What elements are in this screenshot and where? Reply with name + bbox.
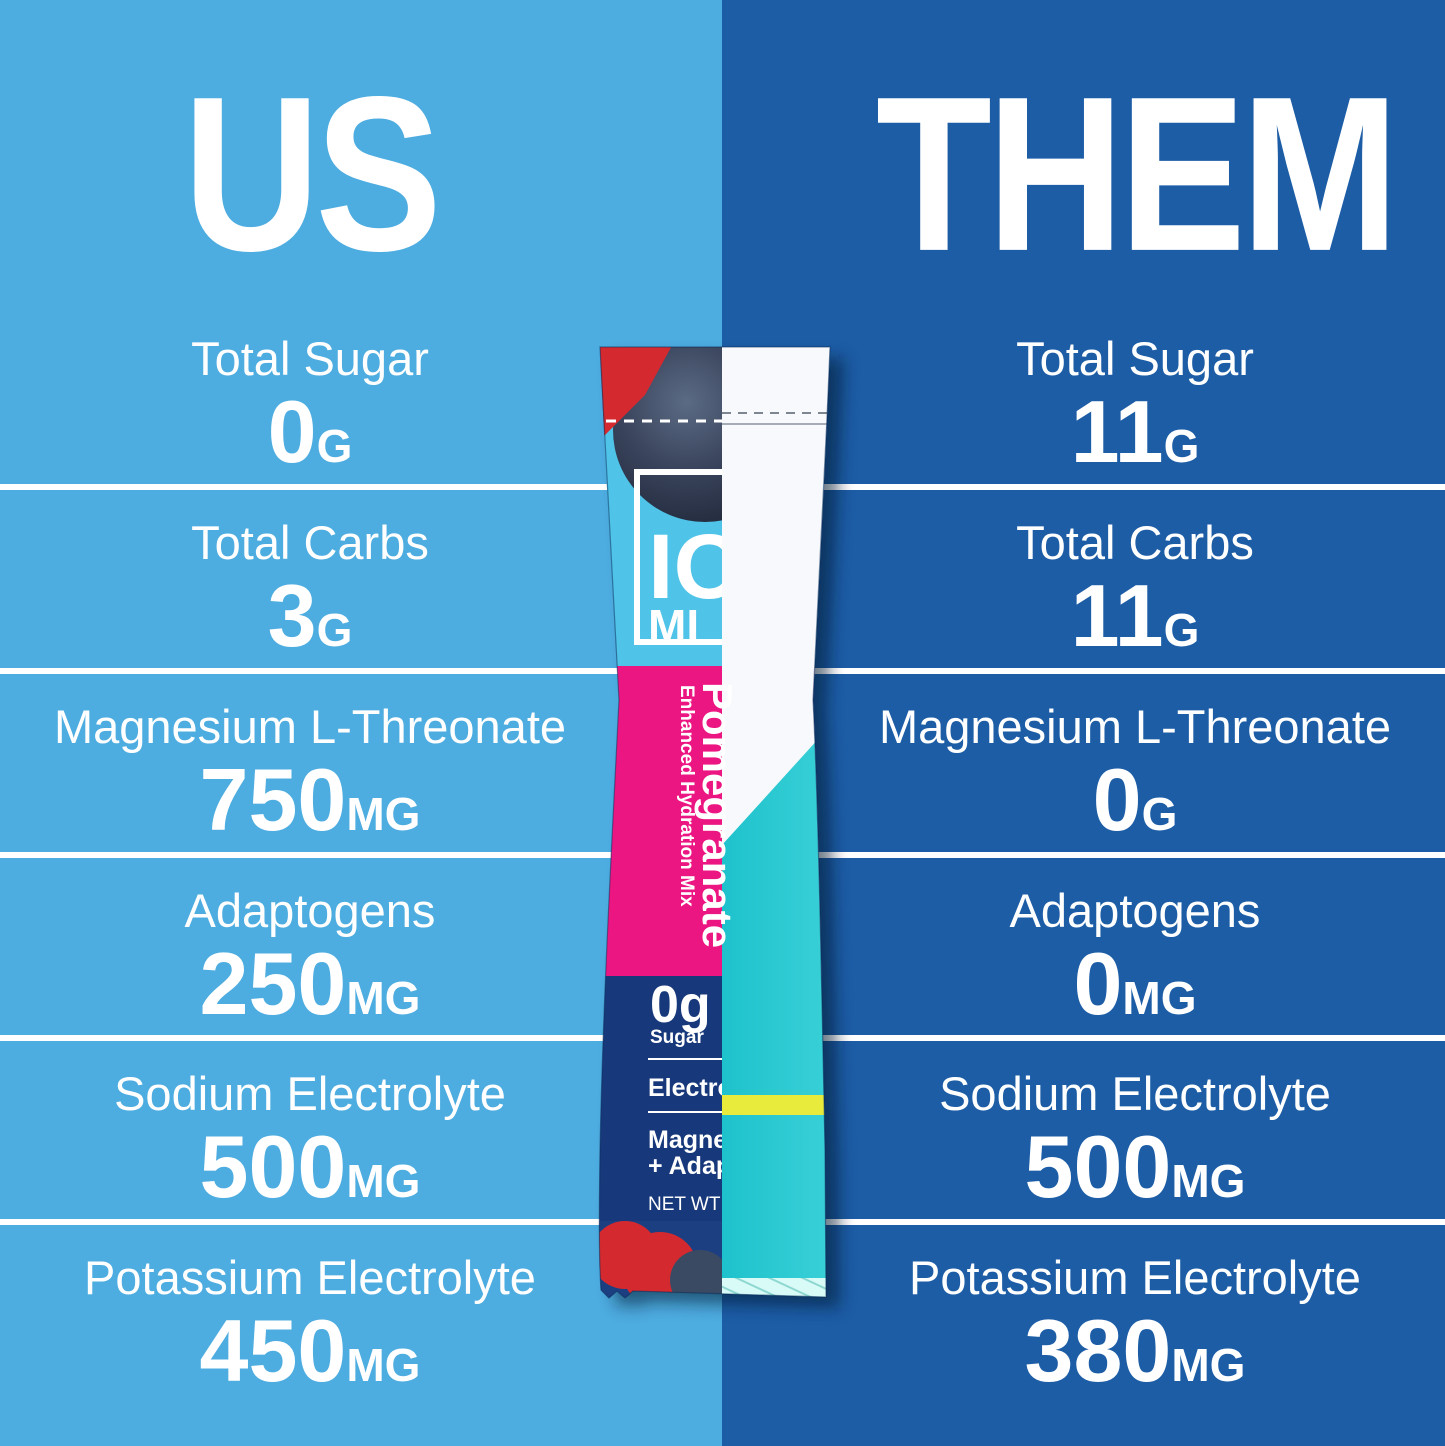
svg-text:MI: MI (648, 600, 699, 652)
svg-text:Sugar: Sugar (650, 1027, 704, 1048)
svg-text:0g: 0g (650, 976, 711, 1034)
svg-text:Pomegranate: Pomegranate (694, 682, 741, 948)
svg-text:Enhanced Hydration Mix: Enhanced Hydration Mix (676, 685, 697, 907)
